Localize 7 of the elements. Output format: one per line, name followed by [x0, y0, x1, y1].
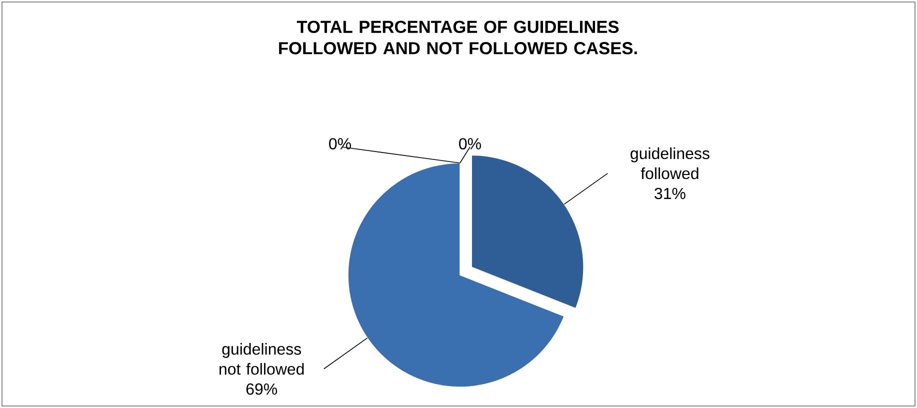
text: 0% [329, 138, 351, 150]
data-label: 69% [246, 383, 278, 395]
slice-label: guideliness not followed [220, 343, 304, 375]
chart-title: TOTAL PERCENTAGE OF GUIDELINES FOLLOWED AND NOT FOLLOWED CASES. [279, 20, 637, 54]
slice-label: guideliness followed [630, 147, 710, 180]
data-label: 31% [654, 188, 686, 200]
text: 0% [459, 138, 481, 150]
